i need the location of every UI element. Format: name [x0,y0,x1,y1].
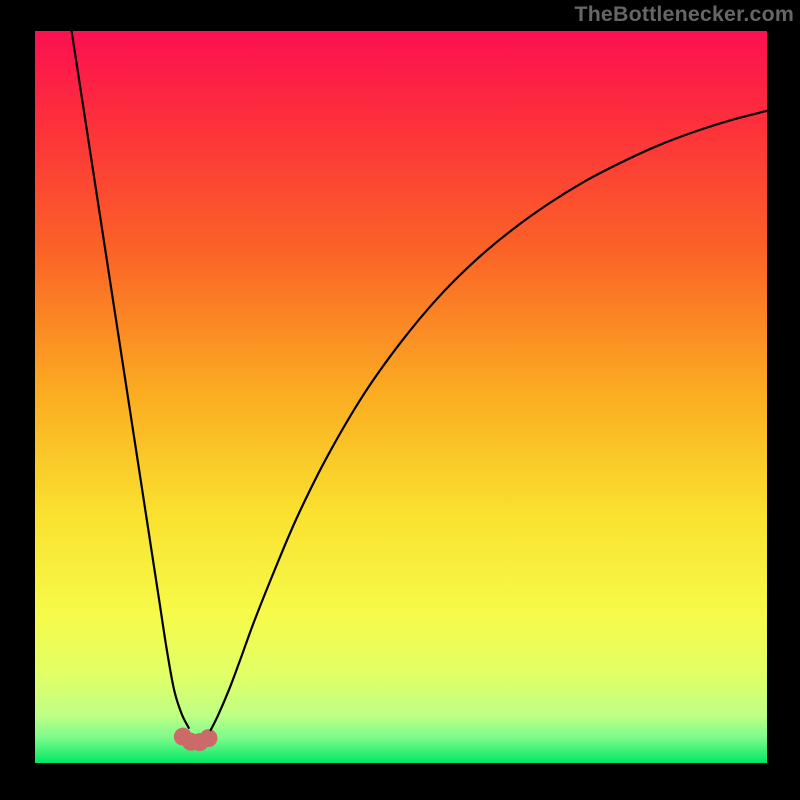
chart-stage: TheBottlenecker.com [0,0,800,800]
valley-marker [199,729,217,747]
gradient-background [35,31,767,763]
chart-svg [35,31,767,763]
plot-area [35,31,767,763]
attribution-text: TheBottlenecker.com [574,2,794,27]
